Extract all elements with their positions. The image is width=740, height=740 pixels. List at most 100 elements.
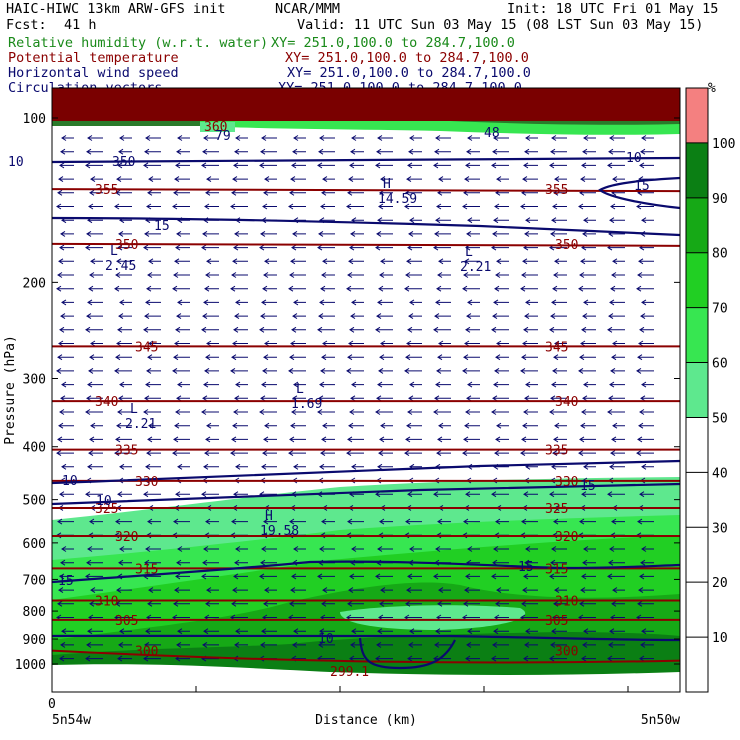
wind-vector-arrow bbox=[521, 518, 538, 525]
isentrope-label: 345 bbox=[135, 340, 158, 355]
wind-vector-arrow bbox=[172, 367, 190, 374]
wind-vector-arrow bbox=[580, 258, 596, 265]
wind-vector-arrow bbox=[347, 272, 364, 278]
plot-frame bbox=[51, 87, 681, 693]
wind-vector-arrow bbox=[263, 518, 277, 525]
wind-vector-arrow bbox=[347, 518, 364, 525]
wind-vector-arrow bbox=[115, 600, 132, 607]
wind-vector-arrow bbox=[291, 409, 306, 415]
wind-vector-arrow bbox=[579, 600, 596, 607]
wind-vector-arrow bbox=[351, 135, 364, 141]
wind-vector-arrow bbox=[201, 409, 219, 415]
wind-vector-arrow bbox=[145, 546, 161, 552]
wind-vector-arrow bbox=[462, 367, 480, 374]
wind-vector-arrow bbox=[202, 148, 219, 155]
wind-vector-arrow bbox=[435, 546, 451, 552]
wind-vector-arrow bbox=[320, 203, 335, 210]
wind-vector-arrow bbox=[320, 285, 335, 292]
wind-vector-arrow bbox=[318, 395, 335, 402]
wind-vector-arrow bbox=[87, 135, 103, 141]
wind-vector-arrow bbox=[291, 573, 306, 580]
wind-vector-arrow bbox=[404, 367, 422, 374]
wind-vector-arrow bbox=[491, 409, 509, 415]
wind-vector-arrow bbox=[119, 628, 132, 635]
wind-vector-arrow bbox=[347, 189, 364, 196]
wind-vector-arrow bbox=[377, 299, 393, 306]
wind-vector-arrow bbox=[173, 436, 190, 443]
wind-vector-arrow bbox=[89, 189, 103, 196]
wind-vector-arrow bbox=[85, 491, 103, 498]
wind-vector-arrow bbox=[119, 546, 132, 552]
isentrope-label: 315 bbox=[545, 562, 568, 577]
isotach-label: 10 bbox=[8, 155, 24, 170]
wind-vector-arrow bbox=[641, 217, 654, 224]
wind-vector-arrow bbox=[549, 491, 567, 498]
wind-vector-arrow bbox=[234, 230, 248, 237]
wind-vector-arrow bbox=[205, 436, 219, 443]
wind-vector-arrow bbox=[466, 148, 480, 155]
wind-vector-arrow bbox=[232, 340, 248, 347]
wind-vector-arrow bbox=[550, 313, 567, 320]
wind-vector-arrow bbox=[147, 600, 161, 607]
wind-vector-arrow bbox=[204, 285, 219, 292]
wind-vector-arrow bbox=[524, 395, 538, 402]
y-tick-label: 100 bbox=[23, 112, 46, 127]
wind-vector-arrow bbox=[608, 559, 625, 566]
wind-vector-arrow bbox=[523, 491, 538, 498]
wind-vector-arrow bbox=[495, 272, 509, 278]
wind-vector-arrow bbox=[379, 600, 393, 607]
extremum-marker: H bbox=[383, 177, 391, 192]
extremum-value: 1.69 bbox=[291, 397, 322, 412]
isotach-label: 15 bbox=[634, 179, 650, 194]
wind-vector-arrow bbox=[116, 258, 132, 265]
wind-vector-arrow bbox=[144, 230, 161, 237]
wind-vector-arrow bbox=[522, 422, 538, 429]
wind-vector-arrow bbox=[144, 313, 161, 320]
wind-vector-arrow bbox=[261, 628, 277, 635]
wind-vector-arrow bbox=[639, 655, 654, 662]
wind-vector-arrow bbox=[405, 600, 422, 607]
wind-vector-arrow bbox=[521, 354, 538, 361]
wind-vector-arrow bbox=[90, 587, 103, 594]
wind-vector-arrow bbox=[293, 463, 306, 470]
wind-vector-arrow bbox=[59, 326, 74, 333]
wind-vector-arrow bbox=[231, 354, 248, 361]
wind-vector-arrow bbox=[492, 313, 509, 320]
wind-vector-arrow bbox=[639, 491, 654, 498]
wind-vector-arrow bbox=[143, 491, 161, 498]
isotach-label: 15 bbox=[518, 560, 534, 575]
wind-vector-arrow bbox=[88, 285, 103, 292]
wind-vector-arrow bbox=[346, 203, 364, 210]
wind-vector-arrow bbox=[408, 148, 422, 155]
wind-vector-arrow bbox=[348, 258, 364, 265]
wind-vector-arrow bbox=[608, 313, 625, 320]
wind-vector-arrow bbox=[607, 162, 625, 169]
wind-vector-arrow bbox=[521, 436, 538, 443]
colorbar-tick-label: 70 bbox=[712, 302, 728, 317]
wind-vector-arrow bbox=[466, 641, 480, 648]
wind-vector-arrow bbox=[288, 285, 306, 292]
isentrope-label: 335 bbox=[545, 444, 568, 459]
wind-vector-arrow bbox=[172, 203, 190, 210]
wind-vector-arrow bbox=[550, 641, 567, 648]
wind-vector-arrow bbox=[86, 395, 103, 402]
wind-vector-arrow bbox=[578, 450, 596, 457]
wind-vector-arrow bbox=[553, 354, 567, 361]
wind-vector-arrow bbox=[549, 162, 567, 169]
wind-vector-arrow bbox=[462, 450, 480, 457]
wind-vector-arrow bbox=[552, 450, 567, 457]
wind-vector-arrow bbox=[322, 340, 335, 347]
wind-vector-arrow bbox=[292, 313, 306, 320]
wind-vector-arrow bbox=[347, 436, 364, 443]
wind-vector-arrow bbox=[56, 285, 74, 292]
wind-vector-arrow bbox=[317, 573, 335, 580]
wind-vector-arrow bbox=[233, 491, 248, 498]
wind-vector-arrow bbox=[59, 409, 74, 415]
wind-vector-arrow bbox=[521, 272, 538, 278]
wind-vector-arrow bbox=[176, 230, 190, 237]
wind-vector-arrow bbox=[292, 230, 306, 237]
wind-vector-arrow bbox=[377, 381, 393, 388]
wind-vector-arrow bbox=[641, 299, 654, 306]
wind-vector-arrow bbox=[350, 395, 364, 402]
legend-theta-xy: XY= 251.0,100.0 to 284.7,100.0 bbox=[285, 50, 529, 66]
